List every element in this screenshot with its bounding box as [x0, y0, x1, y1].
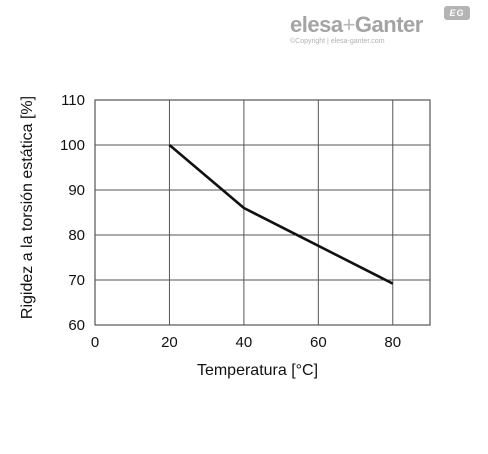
y-tick-label: 80: [68, 227, 85, 244]
y-tick-label: 90: [68, 182, 85, 199]
x-tick-label: 20: [161, 334, 178, 351]
y-axis-label: Rigidez a la torsión estática [%]: [19, 96, 36, 319]
x-tick-label: 60: [310, 334, 327, 351]
x-axis-label: Temperatura [°C]: [197, 362, 318, 379]
elesa-ganter-logo: elesa+Ganter EG ©Copyright | elesa-gante…: [290, 6, 470, 46]
chart-grid: [95, 100, 430, 325]
y-tick-label: 110: [61, 92, 85, 109]
plot-frame: [94, 99, 431, 326]
y-tick-label: 70: [68, 272, 85, 289]
logo-brand-left: elesa: [290, 12, 343, 37]
chart-series: [168, 144, 394, 285]
logo-badge: EG: [444, 6, 470, 20]
x-tick-label: 80: [384, 334, 401, 351]
logo-wordmark: elesa+Ganter: [290, 12, 423, 38]
y-tick-label: 60: [68, 317, 85, 334]
x-tick-label: 40: [236, 334, 253, 351]
series-line: [168, 144, 394, 285]
x-tick-label: 0: [91, 334, 99, 351]
logo-brand-right: Ganter: [354, 12, 423, 37]
logo-brand-plus: +: [342, 12, 356, 37]
copyright-text: ©Copyright | elesa-ganter.com: [290, 38, 385, 45]
chart-ticks: 60 70 80 90 100 110 0 20 40 60 80: [60, 92, 401, 351]
y-tick-label: 100: [60, 137, 85, 154]
